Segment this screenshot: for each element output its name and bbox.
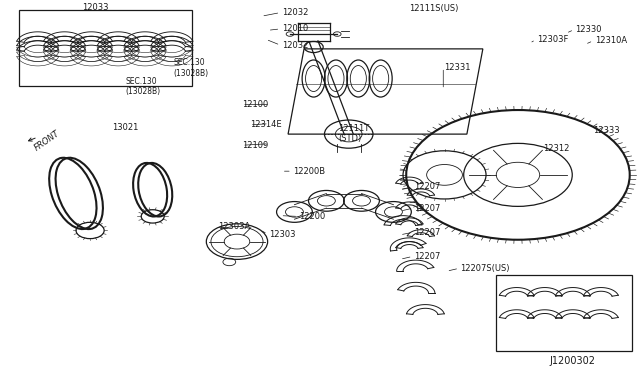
Text: 12111T
(STD): 12111T (STD) [338, 124, 369, 143]
Text: 12207S(US): 12207S(US) [461, 264, 510, 273]
Text: 13021: 13021 [113, 123, 139, 132]
Text: 12303F: 12303F [537, 35, 568, 44]
Text: 12310A: 12310A [595, 36, 627, 45]
Text: SEC.130
(13028B): SEC.130 (13028B) [173, 58, 208, 78]
Bar [495, 275, 632, 351]
Text: 12331: 12331 [445, 63, 471, 72]
Text: 12333: 12333 [593, 126, 620, 135]
Text: 12033: 12033 [82, 3, 108, 12]
Text: 12200B: 12200B [293, 167, 325, 176]
Text: 12032: 12032 [282, 41, 308, 50]
Bar [19, 10, 192, 86]
Text: 12207: 12207 [415, 204, 441, 213]
Text: 12303A: 12303A [218, 222, 250, 231]
Text: 12111S(US): 12111S(US) [410, 4, 459, 13]
Text: 12032: 12032 [282, 8, 308, 17]
Text: 12100: 12100 [242, 100, 268, 109]
Text: 12109: 12109 [242, 141, 268, 150]
Text: 12312: 12312 [543, 144, 570, 153]
Text: 12010: 12010 [282, 24, 308, 33]
Text: J1200302: J1200302 [550, 356, 596, 366]
Text: 12330: 12330 [575, 25, 602, 34]
Text: 12207: 12207 [415, 182, 441, 191]
Text: 12200: 12200 [300, 212, 326, 221]
Text: FRONT: FRONT [32, 129, 61, 153]
Text: 12303: 12303 [269, 230, 296, 239]
Text: 12314E: 12314E [250, 121, 282, 129]
Text: 12207: 12207 [415, 252, 441, 261]
Text: SEC.130
(13028B): SEC.130 (13028B) [125, 77, 161, 96]
Text: 12207: 12207 [415, 228, 441, 237]
